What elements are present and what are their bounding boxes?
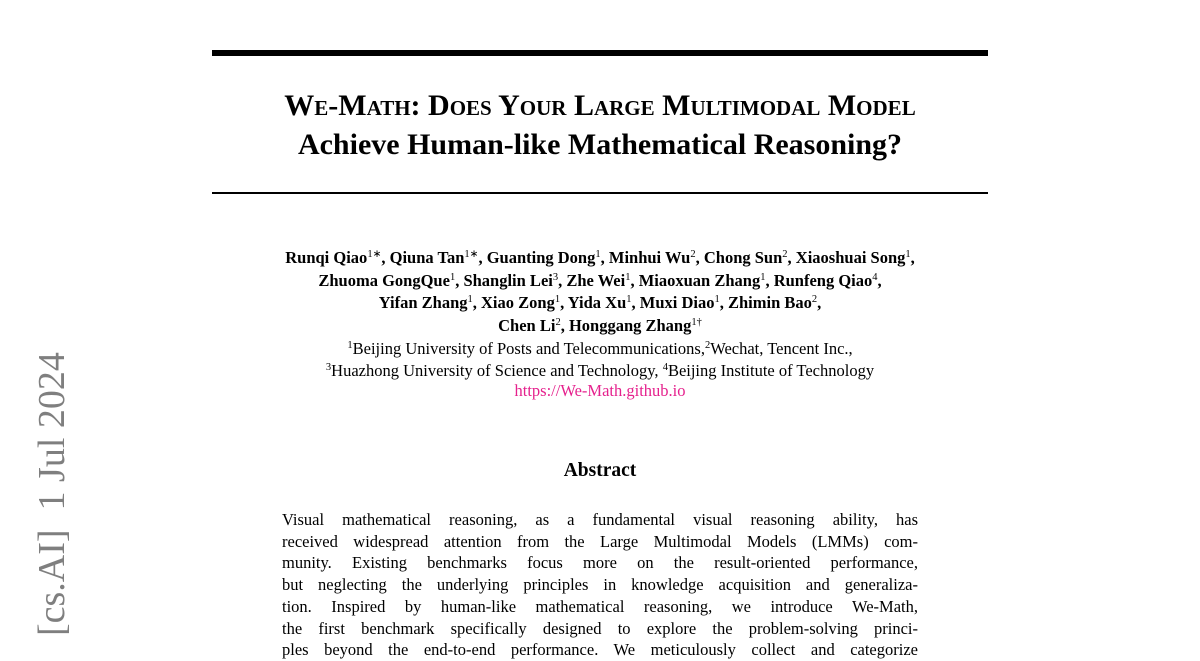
- authors: Runqi Qiao1∗, Qiuna Tan1∗, Guanting Dong…: [150, 247, 1050, 337]
- abstract-body: Visual mathematical reasoning, as a fund…: [282, 509, 918, 661]
- title-rule: [212, 192, 988, 194]
- top-rule: [212, 50, 988, 56]
- affiliation-line: 3Huazhong University of Science and Tech…: [150, 360, 1050, 382]
- author-mark: 1: [760, 271, 766, 283]
- abstract-line: ples beyond the end-to-end performance. …: [282, 640, 918, 660]
- author-separator: ,: [765, 270, 770, 290]
- author-separator: ,: [560, 293, 565, 312]
- abstract-line: munity. Existing benchmarks focus more o…: [282, 553, 918, 573]
- author-name: Muxi Diao: [639, 293, 715, 312]
- affiliation-mark: 3: [325, 362, 332, 373]
- author-name: Qiuna Tan: [389, 248, 465, 267]
- author-mark: 1: [467, 294, 473, 305]
- author-separator: ,: [600, 248, 605, 267]
- author-name: Runqi Qiao: [285, 248, 368, 267]
- title: We-Math: Does Your Large Multimodal Mode…: [212, 86, 988, 164]
- author-separator: ,: [787, 248, 792, 267]
- author-name: Zhuoma GongQue: [318, 270, 450, 290]
- author-mark: 1∗: [367, 249, 382, 260]
- author-name: Xiao Zong: [481, 293, 555, 312]
- author-separator: ,: [719, 293, 724, 312]
- author-separator: ,: [817, 293, 822, 312]
- author-separator: ,: [455, 270, 460, 290]
- title-line: We-Math: Does Your Large Multimodal Mode…: [284, 89, 916, 122]
- author-mark: 1∗: [464, 249, 479, 260]
- author-mark: 3: [552, 271, 559, 283]
- author-name: Zhimin Bao: [727, 293, 812, 312]
- author-name: Guanting Dong: [486, 248, 596, 267]
- author-separator: ,: [381, 248, 386, 267]
- author-mark: 2: [555, 316, 561, 328]
- author-name: Runfeng Qiao: [773, 270, 873, 290]
- affiliation-mark: 1: [347, 340, 353, 351]
- author-name: Chen Li: [498, 315, 556, 335]
- affiliation-text: Huazhong University of Science and Techn…: [331, 361, 663, 380]
- affiliation-text: Beijing University of Posts and Telecomm…: [352, 339, 705, 358]
- author-name: Chong Sun: [703, 248, 783, 267]
- author-mark: 1: [905, 249, 911, 260]
- author-separator: ,: [695, 248, 700, 267]
- author-mark: 2: [782, 249, 788, 260]
- author-mark: 1: [626, 294, 632, 305]
- author-separator: ,: [558, 270, 563, 290]
- abstract-line: tion. Inspired by human-like mathematica…: [282, 596, 918, 616]
- author-mark: 1: [595, 249, 601, 260]
- author-line: Yifan Zhang1, Xiao Zong1, Yida Xu1, Muxi…: [150, 292, 1050, 315]
- affiliation-line: 1Beijing University of Posts and Telecom…: [150, 338, 1050, 360]
- affiliation-text: Wechat, Tencent Inc.,: [710, 339, 853, 358]
- author-mark: 1: [449, 271, 456, 283]
- abstract-line: received widespread attention from the L…: [282, 531, 918, 551]
- author-mark: 1: [625, 271, 631, 283]
- author-name: Yida Xu: [567, 293, 627, 312]
- author-mark: 1: [554, 294, 561, 305]
- affiliation-mark: 4: [662, 362, 668, 373]
- author-line: Zhuoma GongQue1, Shanglin Lei3, Zhe Wei1…: [150, 270, 1050, 293]
- author-name: Miaoxuan Zhang: [638, 270, 761, 290]
- title-line: Achieve Human-like Mathematical Reasonin…: [297, 128, 903, 161]
- project-link[interactable]: https://We-Math.github.io: [514, 381, 686, 400]
- author-mark: 2: [690, 249, 696, 260]
- author-separator: ,: [560, 315, 565, 335]
- author-name: Zhe Wei: [566, 270, 626, 290]
- abstract-line: Visual mathematical reasoning, as a fund…: [282, 510, 918, 529]
- author-mark: 2: [811, 294, 818, 305]
- author-name: Yifan Zhang: [378, 293, 468, 312]
- author-separator: ,: [478, 248, 483, 267]
- author-line: Runqi Qiao1∗, Qiuna Tan1∗, Guanting Dong…: [150, 247, 1050, 270]
- author-mark: 4: [872, 271, 878, 283]
- abstract-line: the first benchmark specifically designe…: [282, 618, 918, 638]
- author-line: Chen Li2, Honggang Zhang1†: [150, 315, 1050, 338]
- author-separator: ,: [910, 248, 915, 267]
- author-mark: 1: [714, 294, 720, 305]
- author-mark: 1†: [691, 316, 702, 328]
- author-separator: ,: [630, 270, 635, 290]
- author-separator: ,: [631, 293, 636, 312]
- author-name: Shanglin Lei: [463, 270, 553, 290]
- author-name: Xiaoshuai Song: [795, 248, 906, 267]
- affiliation-text: Beijing Institute of Technology: [667, 361, 875, 380]
- arxiv-stamp: [cs.AI] 1 Jul 2024: [31, 352, 73, 636]
- abstract-line: but neglecting the underlying principles…: [282, 575, 918, 595]
- author-separator: ,: [877, 270, 882, 290]
- author-separator: ,: [472, 293, 477, 312]
- abstract-heading: Abstract: [563, 460, 637, 481]
- affiliations: 1Beijing University of Posts and Telecom…: [150, 338, 1050, 382]
- author-name: Honggang Zhang: [568, 315, 692, 335]
- affiliation-mark: 2: [704, 340, 711, 351]
- author-name: Minhui Wu: [608, 248, 691, 267]
